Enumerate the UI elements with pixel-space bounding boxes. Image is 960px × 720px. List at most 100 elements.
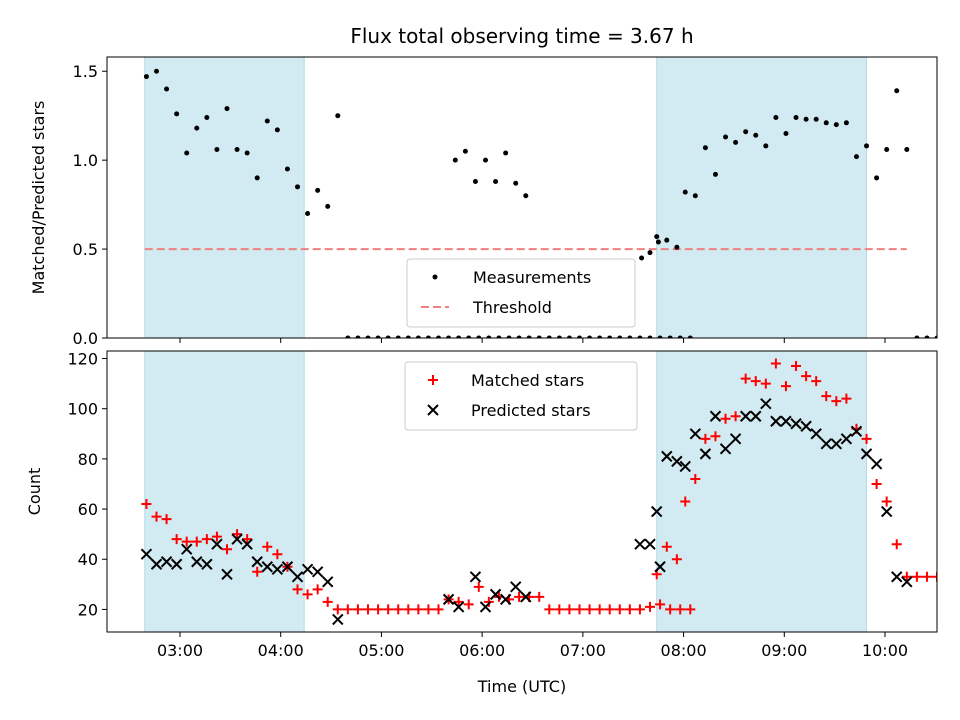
measurement-point	[385, 335, 391, 338]
y-tick-label: 100	[67, 400, 98, 419]
legend-label: Predicted stars	[471, 401, 591, 420]
measurement-point	[833, 122, 839, 128]
measurement-point	[375, 335, 381, 338]
predicted-star-point	[211, 538, 223, 550]
matched-star-point	[624, 604, 635, 615]
measurement-point	[472, 178, 478, 184]
predicted-star-point	[870, 458, 883, 470]
predicted-star-point	[850, 425, 863, 437]
predicted-star-point	[901, 576, 913, 588]
matched-star-point	[614, 604, 625, 615]
measurement-point	[637, 335, 643, 338]
predicted-star-point	[322, 576, 334, 588]
matched-star-point	[730, 411, 741, 422]
measurement-point	[184, 150, 190, 156]
matched-star-point	[740, 373, 751, 384]
measurement-point	[466, 335, 472, 338]
matched-star-point	[292, 584, 303, 595]
measurement-point	[224, 106, 230, 112]
matched-star-point	[534, 591, 545, 602]
predicted-star-point	[800, 420, 812, 432]
predicted-star-point	[770, 415, 782, 427]
measurement-point	[425, 335, 431, 338]
legend-swatch	[432, 274, 438, 280]
matched-star-point	[272, 549, 283, 560]
matched-star-point	[373, 604, 384, 615]
measurement-point	[214, 146, 220, 152]
predicted-star-point	[750, 410, 762, 422]
predicted-star-point	[671, 455, 683, 468]
x-tick-label: 04:00	[258, 641, 304, 660]
measurement-point	[607, 335, 613, 338]
matched-star-point	[665, 604, 676, 615]
matched-star-point	[700, 433, 711, 444]
measurement-point	[627, 335, 633, 338]
measurement-point	[674, 244, 680, 250]
predicted-star-point	[201, 558, 213, 570]
matched-star-point	[463, 599, 474, 610]
x-tick-label: 06:00	[459, 641, 505, 660]
predicted-star-point	[251, 556, 263, 568]
matched-star-point	[861, 433, 872, 444]
measurement-point	[793, 114, 799, 120]
measurement-point	[345, 335, 351, 338]
matched-star-point	[242, 534, 253, 545]
predicted-star-point	[170, 558, 183, 570]
data-points	[143, 68, 937, 338]
predicted-star-point	[780, 415, 792, 427]
measurement-point	[667, 335, 673, 338]
matched-star-point	[634, 604, 645, 615]
measurement-point	[843, 120, 849, 126]
predicted-star-point	[301, 563, 314, 575]
matched-star-point	[342, 604, 353, 615]
matched-star-point	[801, 371, 812, 382]
matched-star-point	[921, 571, 932, 582]
predicted-star-point	[634, 538, 646, 550]
measurement-point	[682, 189, 688, 195]
legend-label: Threshold	[472, 298, 552, 317]
measurement-point	[395, 335, 401, 338]
measurement-point	[864, 143, 870, 149]
matched-star-point	[302, 589, 313, 600]
predicted-star-point	[241, 538, 253, 550]
predicted-star-point	[709, 410, 722, 422]
measurement-point	[692, 193, 698, 199]
matched-star-point	[645, 601, 655, 612]
measurement-point	[365, 335, 371, 338]
matched-star-point	[791, 361, 802, 372]
measurement-point	[284, 166, 290, 172]
matched-star-point	[332, 604, 343, 615]
x-tick-label: 03:00	[157, 641, 203, 660]
legend-swatch	[427, 404, 439, 416]
measurement-point	[723, 134, 729, 140]
predicted-star-point	[840, 433, 853, 445]
measurement-point	[823, 120, 829, 126]
measurement-point	[456, 335, 462, 338]
predicted-star-point	[332, 613, 344, 626]
predicted-star-point	[231, 533, 243, 545]
matched-star-point	[141, 499, 152, 510]
predicted-star-point	[654, 561, 666, 573]
matched-star-point	[393, 604, 404, 615]
matched-star-point	[312, 584, 323, 595]
predicted-star-point	[281, 561, 294, 573]
matched-star-point	[453, 596, 464, 607]
predicted-star-point	[499, 593, 512, 606]
matched-star-point	[322, 596, 333, 607]
matched-star-point	[473, 581, 484, 592]
y-axis-label: Matched/Predicted stars	[29, 101, 48, 295]
shaded-interval-1	[144, 350, 305, 633]
legend-swatch	[428, 375, 438, 385]
measurement-point	[657, 335, 663, 338]
predicted-star-point	[739, 410, 752, 422]
matched-star-point	[191, 536, 202, 547]
predicted-star-point	[689, 428, 702, 440]
predicted-star-point	[479, 601, 492, 613]
x-tick-label: 10:00	[862, 641, 908, 660]
measurement-point	[516, 335, 522, 338]
predicted-star-point	[790, 418, 802, 430]
predicted-star-point	[140, 548, 153, 560]
y-axis-label: Count	[25, 468, 44, 516]
measurement-point	[526, 335, 532, 338]
measurement-point	[244, 150, 250, 156]
